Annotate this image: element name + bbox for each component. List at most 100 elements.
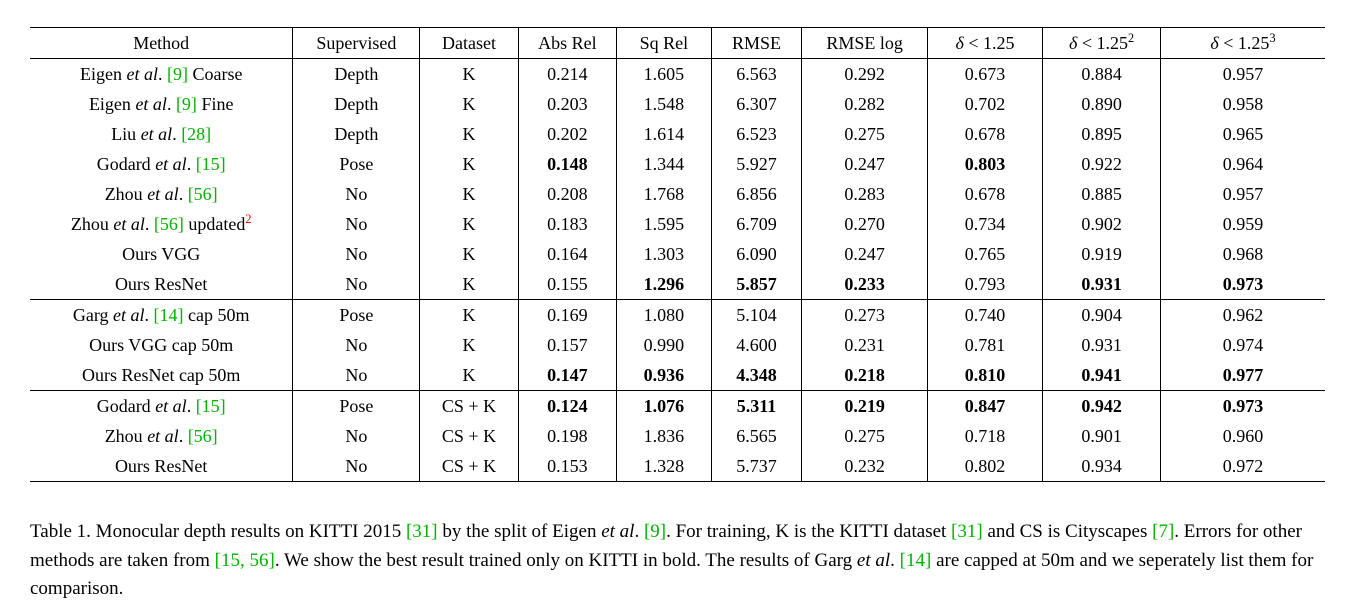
column-header-delta-3: δ < 1.253	[1159, 27, 1325, 59]
metric-cell-rmse-log: 0.275	[801, 119, 928, 149]
metric-cell-delta-1: 0.847	[926, 390, 1043, 421]
text-segment: Fine	[196, 93, 234, 114]
citation-link[interactable]: [9]	[166, 63, 188, 84]
column-header-delta-1: δ < 1.25	[926, 27, 1043, 59]
metric-cell-rmse: 4.348	[710, 360, 802, 391]
metric-cell-sq-rel: 1.328	[616, 451, 712, 482]
metric-cell-delta-1: 0.678	[926, 119, 1043, 149]
metric-cell-rmse-log: 0.292	[801, 58, 928, 89]
metric-cell-delta-2: 0.931	[1042, 269, 1161, 300]
text-segment: .	[890, 549, 900, 571]
metric-cell-delta-2: 0.919	[1042, 239, 1161, 269]
metric-cell-delta-2: 0.942	[1042, 390, 1161, 421]
metric-cell-rmse-log: 0.219	[801, 390, 928, 421]
superscript: 3	[1269, 30, 1276, 45]
supervised-cell: Depth	[292, 89, 420, 119]
metric-cell-delta-1: 0.781	[926, 330, 1043, 360]
text-segment: .	[178, 425, 188, 446]
table-row: Zhou et al. [56] No K 0.208 1.768 6.856 0.283 0…	[30, 179, 1325, 209]
text-segment: Ours ResNet	[114, 273, 208, 294]
dataset-cell: K	[419, 179, 519, 209]
citation-link[interactable]: [15, 56]	[214, 549, 275, 571]
metric-cell-abs-rel: 0.198	[517, 421, 617, 451]
metric-cell-delta-1: 0.740	[926, 299, 1043, 330]
text-segment: Abs Rel	[538, 32, 597, 53]
text-segment: et al	[113, 304, 145, 325]
citation-link[interactable]: [9]	[175, 93, 197, 114]
citation-link[interactable]: [15]	[195, 395, 226, 416]
citation-link[interactable]: [56]	[187, 425, 218, 446]
citation-link[interactable]: [31]	[951, 521, 983, 542]
supervised-cell: No	[292, 239, 420, 269]
column-header-supervised: Supervised	[292, 27, 420, 59]
metric-cell-abs-rel: 0.202	[517, 119, 617, 149]
metric-cell-delta-2: 0.934	[1042, 451, 1161, 482]
text-segment: Ours VGG cap 50m	[89, 334, 234, 355]
text-segment: by the split of Eigen	[437, 521, 602, 542]
metric-cell-rmse: 6.709	[710, 209, 802, 239]
text-segment: Dataset	[442, 32, 496, 53]
results-table: Method Supervised Dataset Abs Rel Sq Rel RMSE…	[30, 27, 1325, 482]
dataset-cell: K	[419, 360, 519, 391]
dataset-cell: K	[419, 239, 519, 269]
table-row: Ours VGG No K 0.164 1.303 6.090 0.247 0.765 0.91…	[30, 239, 1325, 269]
text-segment: .	[186, 395, 196, 416]
text-segment: RMSE	[731, 32, 781, 53]
metric-cell-abs-rel: 0.203	[517, 89, 617, 119]
metric-cell-delta-3: 0.957	[1159, 58, 1325, 89]
citation-link[interactable]: [31]	[405, 521, 438, 542]
metric-cell-delta-2: 0.895	[1042, 119, 1161, 149]
metric-cell-abs-rel: 0.183	[517, 209, 617, 239]
text-segment: .	[172, 123, 182, 144]
metric-cell-abs-rel: 0.157	[517, 330, 617, 360]
table-caption: Table 1. Monocular depth results on KITT…	[30, 518, 1325, 604]
supervised-cell: Depth	[292, 58, 420, 89]
column-header-dataset: Dataset	[419, 27, 519, 59]
dataset-cell: K	[419, 119, 519, 149]
metric-cell-delta-1: 0.673	[926, 58, 1043, 89]
text-segment: et al	[113, 213, 145, 234]
metric-cell-delta-1: 0.803	[926, 149, 1043, 179]
text-segment: Ours ResNet cap 50m	[81, 364, 241, 385]
method-cell: Eigen et al. [9] Coarse	[30, 59, 293, 90]
metric-cell-delta-3: 0.958	[1159, 89, 1325, 119]
table-row: Eigen et al. [9] Coarse Depth K 0.214 1.605 6…	[30, 58, 1325, 90]
table-body: Eigen et al. [9] Coarse Depth K 0.214 1.605 6…	[30, 58, 1325, 482]
metric-cell-rmse: 5.737	[710, 451, 802, 482]
method-cell: Eigen et al. [9] Fine	[30, 89, 293, 119]
metric-cell-delta-2: 0.901	[1042, 421, 1161, 451]
method-cell: Zhou et al. [56]	[30, 179, 293, 209]
table-row: Eigen et al. [9] Fine Depth K 0.203 1.548 6.3…	[30, 89, 1325, 119]
metric-cell-rmse-log: 0.270	[801, 209, 928, 239]
citation-link[interactable]: [15]	[195, 153, 226, 174]
citation-link[interactable]: [56]	[153, 213, 184, 234]
metric-cell-delta-3: 0.962	[1159, 299, 1325, 330]
citation-link[interactable]: [56]	[187, 183, 218, 204]
metric-cell-delta-3: 0.957	[1159, 179, 1325, 209]
text-segment: Table 1. Monocular depth results on KITT…	[30, 521, 406, 542]
text-segment: et al	[155, 153, 187, 174]
text-segment: . For training, K is the KITTI dataset	[666, 521, 952, 542]
supervised-cell: Depth	[292, 119, 420, 149]
column-header-rmse-log: RMSE log	[801, 27, 928, 59]
dataset-cell: K	[419, 299, 519, 330]
footnote-superscript: 2	[245, 211, 252, 226]
metric-cell-rmse: 6.523	[710, 119, 802, 149]
citation-link[interactable]: [28]	[181, 123, 212, 144]
metric-cell-delta-2: 0.885	[1042, 179, 1161, 209]
dataset-cell: K	[419, 89, 519, 119]
dataset-cell: K	[419, 58, 519, 89]
metric-cell-sq-rel: 1.836	[616, 421, 712, 451]
citation-link[interactable]: [7]	[1152, 521, 1175, 542]
supervised-cell: No	[292, 269, 420, 300]
superscript: 2	[1128, 30, 1135, 45]
citation-link[interactable]: [14]	[153, 304, 184, 325]
metric-cell-delta-1: 0.802	[926, 451, 1043, 482]
metric-cell-sq-rel: 1.344	[616, 149, 712, 179]
metric-cell-delta-1: 0.678	[926, 179, 1043, 209]
citation-link[interactable]: [14]	[899, 549, 932, 571]
metric-cell-delta-1: 0.702	[926, 89, 1043, 119]
citation-link[interactable]: [9]	[643, 521, 667, 542]
metric-cell-delta-2: 0.884	[1042, 58, 1161, 89]
